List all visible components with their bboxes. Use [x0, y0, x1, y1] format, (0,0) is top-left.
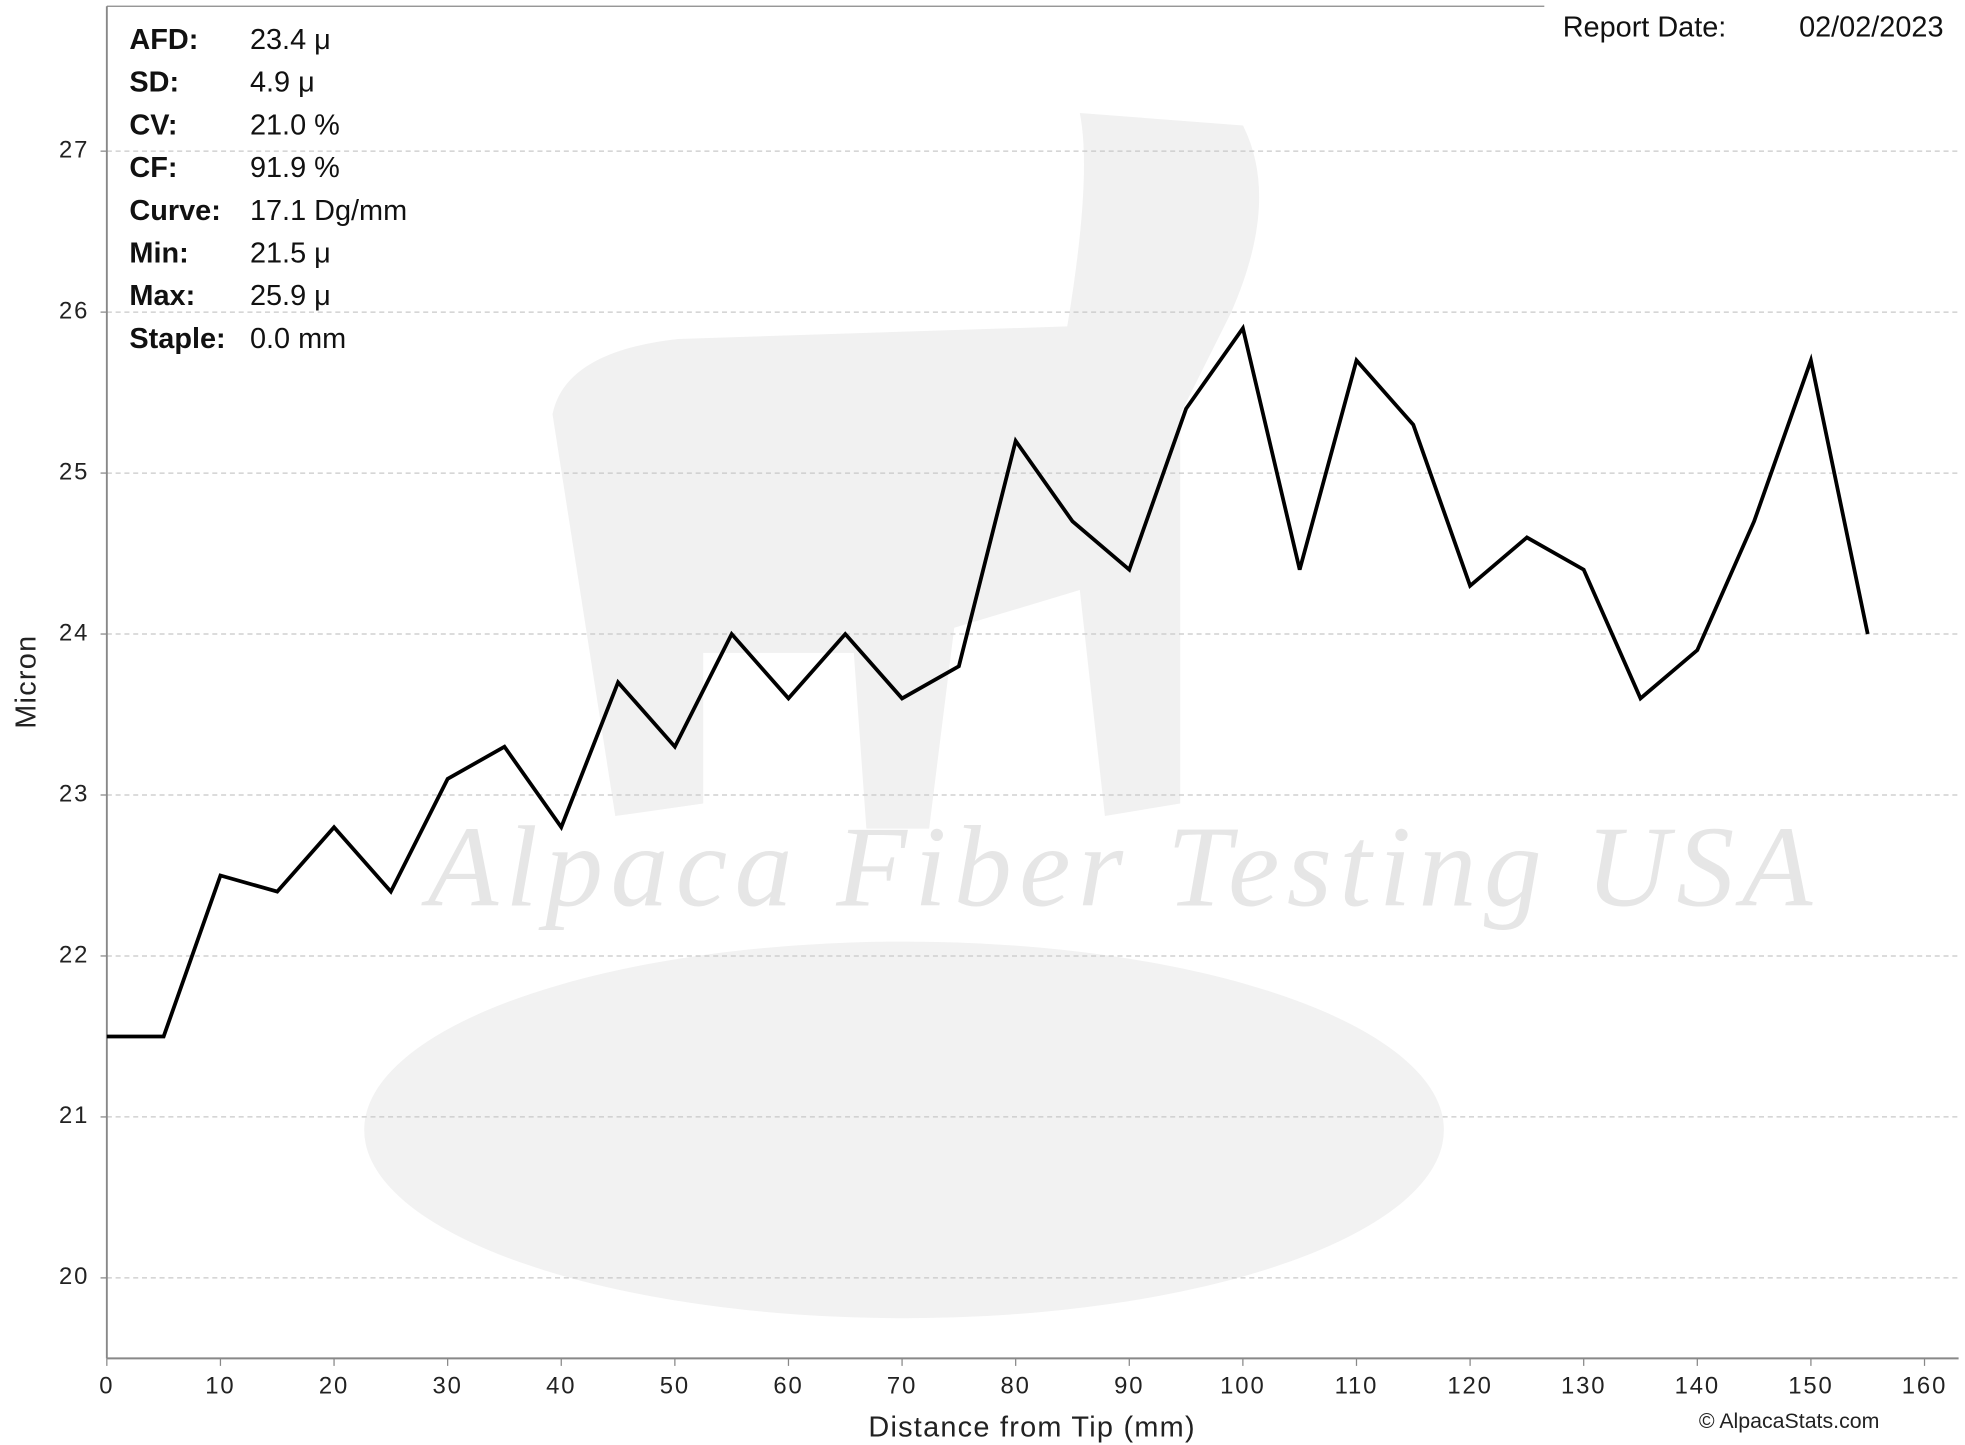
stat-label: Max: [129, 280, 195, 312]
stat-label: AFD: [129, 24, 198, 56]
watermark-text: Alpaca Fiber Testing USA [421, 802, 1820, 930]
x-tick-label: 90 [1114, 1373, 1144, 1400]
y-tick-label: 26 [59, 297, 89, 324]
x-tick-label: 100 [1220, 1373, 1265, 1400]
chart: Alpaca Fiber Testing USA Report Date: 02… [0, 0, 1965, 1445]
stat-label: CV: [129, 109, 177, 141]
stat-value: 21.5 μ [250, 237, 331, 269]
watermark-image [364, 942, 1444, 1319]
x-tick-label: 150 [1788, 1373, 1833, 1400]
y-tick-label: 20 [59, 1263, 89, 1290]
y-tick-label: 22 [59, 941, 89, 968]
x-tick-label: 140 [1675, 1373, 1720, 1400]
y-tick-label: 23 [59, 780, 89, 807]
stat-label: CF: [129, 152, 177, 184]
y-tick-label: 21 [59, 1102, 89, 1129]
x-tick-label: 160 [1902, 1373, 1947, 1400]
x-tick-label: 60 [773, 1373, 803, 1400]
watermark-image [553, 113, 1260, 829]
x-axis-label: Distance from Tip (mm) [868, 1411, 1195, 1443]
x-tick-label: 120 [1447, 1373, 1492, 1400]
stats-panel: AFD: 23.4 μ SD: 4.9 μ CV: 21.0 % CF: 91.9 % Curv… [129, 24, 407, 355]
x-tick-label: 70 [887, 1373, 917, 1400]
stat-label: Staple: [129, 323, 225, 355]
stat-label: Curve: [129, 195, 220, 227]
stat-value: 4.9 μ [250, 67, 315, 99]
page: {"chart_data": {"type": "line", "x_label… [0, 0, 1965, 1445]
x-tick-label: 10 [205, 1373, 235, 1400]
x-tick-label: 130 [1561, 1373, 1606, 1400]
y-tick-label: 25 [59, 458, 89, 485]
stat-value: 21.0 % [250, 109, 340, 141]
x-tick-label: 110 [1335, 1373, 1379, 1400]
stat-value: 23.4 μ [250, 24, 331, 56]
report-date-label: Report Date: [1563, 11, 1727, 43]
x-tick-label: 40 [546, 1373, 576, 1400]
y-tick-label: 24 [59, 619, 89, 646]
report-date: 02/02/2023 [1799, 11, 1943, 43]
x-tick-label: 30 [433, 1373, 463, 1400]
x-tick-label: 50 [660, 1373, 690, 1400]
stat-value: 0.0 mm [250, 323, 346, 355]
x-tick-label: 0 [99, 1373, 114, 1400]
stat-label: Min: [129, 237, 188, 269]
x-tick-label: 20 [319, 1373, 349, 1400]
stat-value: 91.9 % [250, 152, 340, 184]
stat-value: 17.1 Dg/mm [250, 195, 407, 227]
y-tick-label: 27 [59, 136, 89, 163]
x-tick-label: 80 [1001, 1373, 1031, 1400]
stat-value: 25.9 μ [250, 280, 331, 312]
y-axis-label: Micron [10, 635, 42, 729]
credit: © AlpacaStats.com [1699, 1409, 1879, 1433]
stat-label: SD: [129, 67, 179, 99]
